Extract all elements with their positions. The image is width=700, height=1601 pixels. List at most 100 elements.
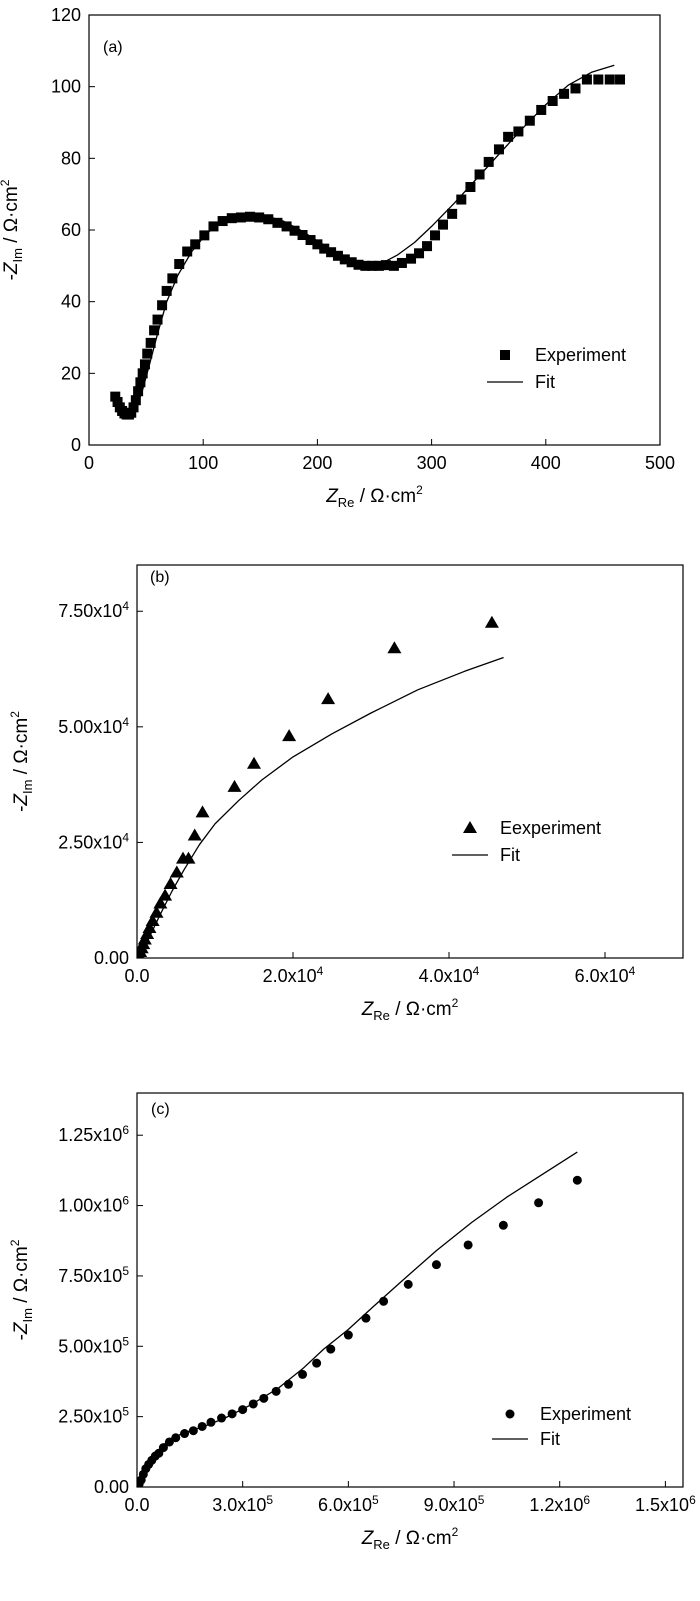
data-point xyxy=(339,254,350,265)
data-point xyxy=(169,865,184,878)
data-point xyxy=(263,214,274,225)
data-point xyxy=(247,756,261,769)
fit-line xyxy=(137,1151,578,1487)
plot-frame xyxy=(88,14,661,446)
y-axis-label: -ZIm / Ω·cm2 xyxy=(8,1239,35,1340)
legend-marker-swatch xyxy=(463,821,477,833)
y-tick-label: 2.50x105 xyxy=(58,1405,129,1427)
y-tick-label: 20 xyxy=(61,363,81,383)
data-point xyxy=(297,230,308,241)
plot-frame xyxy=(136,564,684,959)
data-point xyxy=(137,368,148,379)
legend-label: Eexperiment xyxy=(500,818,601,838)
data-point xyxy=(245,211,256,222)
data-point xyxy=(447,208,458,219)
data-point xyxy=(332,250,343,261)
data-point xyxy=(163,877,178,890)
data-point xyxy=(503,131,514,142)
data-point xyxy=(463,1240,473,1250)
data-point xyxy=(403,1279,413,1289)
data-point xyxy=(164,1437,174,1447)
legend-label: Fit xyxy=(500,845,520,865)
x-tick-label: 1.2x106 xyxy=(529,1493,590,1515)
data-point xyxy=(182,246,193,257)
data-point xyxy=(570,83,581,94)
data-point xyxy=(430,230,441,241)
data-point xyxy=(135,377,146,388)
data-point xyxy=(208,221,219,232)
legend-marker-swatch xyxy=(505,1409,515,1419)
panel-label: (a) xyxy=(103,39,123,56)
y-tick-label: 5.00x105 xyxy=(58,1334,129,1356)
data-point xyxy=(353,259,364,270)
x-tick-label: 300 xyxy=(417,453,447,473)
data-point xyxy=(298,1369,308,1379)
x-tick-label: 500 xyxy=(645,453,675,473)
data-point xyxy=(513,126,524,137)
x-axis-label: ZRe / Ω·cm2 xyxy=(361,1525,459,1552)
y-tick-label: 0.00 xyxy=(94,1477,129,1497)
x-tick-label: 1.5x106 xyxy=(635,1493,696,1515)
legend-label: Fit xyxy=(535,372,555,392)
data-point xyxy=(126,407,137,418)
data-point xyxy=(581,74,592,85)
plot-frame xyxy=(136,1092,684,1488)
data-point xyxy=(140,926,155,939)
data-point xyxy=(227,779,242,792)
panel-2: 0.0 3.0x105 6.0x105 9.0x105 1.2x106 1.5x106 0.… xyxy=(8,1092,696,1552)
x-tick-label: 2.0x104 xyxy=(263,964,324,986)
data-point xyxy=(195,805,210,818)
data-point xyxy=(187,828,202,841)
x-tick-label: 0 xyxy=(84,453,94,473)
x-tick-label: 200 xyxy=(302,453,332,473)
data-point xyxy=(547,96,558,106)
data-point xyxy=(374,260,385,271)
legend-label: Fit xyxy=(540,1429,560,1449)
data-point xyxy=(326,247,337,258)
data-point xyxy=(593,74,604,85)
data-point xyxy=(414,248,425,259)
x-tick-label: 6.0x104 xyxy=(575,964,636,986)
data-point xyxy=(326,1344,336,1354)
data-point xyxy=(139,359,150,370)
fit-line xyxy=(137,656,504,958)
legend-label: Experiment xyxy=(540,1404,631,1424)
data-point xyxy=(128,402,139,413)
data-point xyxy=(396,257,407,268)
data-point xyxy=(272,217,283,228)
data-point xyxy=(161,285,172,296)
data-point xyxy=(283,1379,293,1389)
data-point xyxy=(380,260,391,271)
data-point xyxy=(406,253,417,264)
x-tick-label: 100 xyxy=(188,453,218,473)
legend: Experiment Fit xyxy=(487,345,626,392)
data-point xyxy=(319,243,330,254)
data-point xyxy=(289,225,300,236)
data-point xyxy=(615,74,626,85)
data-point xyxy=(312,239,323,250)
data-point xyxy=(152,314,163,325)
x-tick-label: 6.0x105 xyxy=(318,1493,379,1515)
y-tick-label: 40 xyxy=(61,292,81,312)
data-point xyxy=(305,235,316,246)
y-tick-label: 1.25x106 xyxy=(58,1123,129,1145)
x-axis-label: ZRe / Ω·cm2 xyxy=(325,483,423,510)
data-point xyxy=(321,692,336,705)
data-point xyxy=(483,156,494,167)
fit-line xyxy=(114,64,615,417)
data-point xyxy=(388,260,399,271)
data-point xyxy=(271,1386,281,1396)
y-tick-label: 2.50x104 xyxy=(58,830,129,852)
data-point xyxy=(474,169,485,180)
data-point xyxy=(438,219,449,230)
data-point xyxy=(149,325,160,336)
y-axis-label: -ZIm / Ω·cm2 xyxy=(0,179,25,280)
data-point xyxy=(367,260,378,271)
x-tick-label: 400 xyxy=(531,453,561,473)
x-axis-label: ZRe / Ω·cm2 xyxy=(361,996,459,1023)
data-point xyxy=(498,1220,508,1230)
data-point xyxy=(158,1443,168,1453)
panel-0: 0 100 200 300 400 500 0 20 40 60 80 100 120 (a) ZRe / … xyxy=(0,5,675,510)
y-tick-label: 0 xyxy=(71,435,81,455)
